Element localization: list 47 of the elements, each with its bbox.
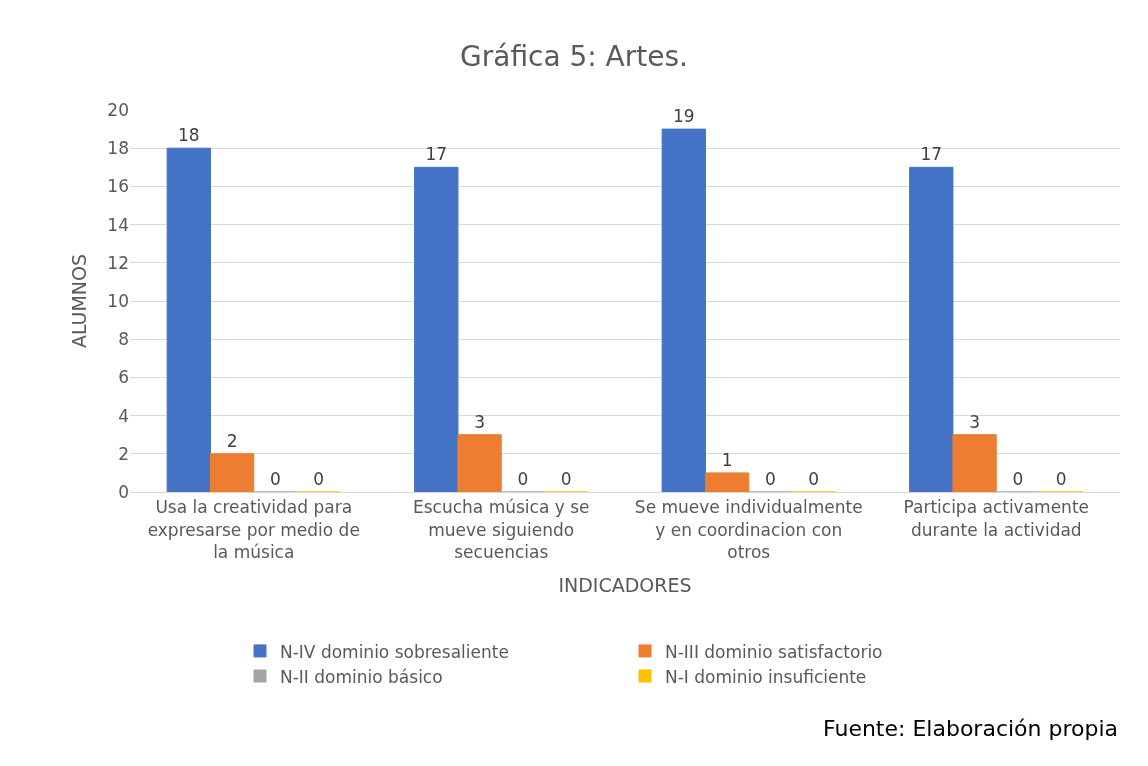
data-label: 0 (808, 469, 820, 489)
x-tick-label: Participa activamente durante la actividad (903, 497, 1090, 540)
x-tick-label: Escucha música y se mueve siguiendo secuencias (412, 497, 590, 562)
chart-title: Gráfica 5: Artes. (460, 39, 688, 73)
data-label: 1 (721, 449, 733, 470)
bar (704, 472, 750, 492)
data-label: 0 (1012, 469, 1024, 489)
data-label: 3 (969, 411, 981, 432)
y-tick-label: 16 (107, 176, 129, 197)
legend-label: N-IV dominio sobresaliente (280, 641, 509, 662)
data-label: 0 (517, 469, 529, 489)
data-label: 0 (560, 469, 572, 489)
y-tick-label: 14 (107, 214, 129, 235)
data-label: 3 (474, 411, 486, 432)
data-label: 0 (1055, 469, 1067, 489)
y-tick-label: 18 (107, 138, 129, 159)
bar (457, 434, 502, 492)
bar (414, 166, 459, 492)
y-tick-label: 20 (107, 99, 129, 120)
legend-label: N-II dominio básico (280, 666, 443, 687)
y-tick-label: 12 (107, 252, 129, 273)
data-label: 18 (177, 125, 200, 146)
y-tick-label: 2 (118, 443, 129, 464)
data-label: 0 (764, 469, 776, 489)
data-label: 17 (920, 144, 943, 165)
bar (209, 453, 255, 492)
data-label: 0 (313, 469, 325, 489)
bar (166, 147, 211, 492)
legend-label: N-I dominio insuficiente (665, 666, 867, 687)
y-tick-label: 6 (118, 367, 129, 388)
y-tick-label: 8 (118, 329, 129, 350)
data-label: 19 (672, 106, 695, 127)
source-note: Fuente: Elaboración propia (823, 716, 1119, 741)
bar (661, 128, 706, 492)
data-label: 17 (425, 144, 448, 165)
y-axis-title: ALUMNOS (68, 253, 91, 349)
data-label: 0 (269, 469, 281, 489)
y-tick-label: 10 (107, 290, 129, 311)
y-tick-label: 0 (118, 481, 129, 502)
x-axis-title: INDICADORES (558, 574, 692, 597)
bar (909, 166, 954, 492)
y-tick-label: 4 (118, 405, 129, 426)
x-tick-label: Usa la creatividad para expresarse por medio de la música (147, 497, 360, 562)
data-label: 2 (226, 430, 238, 451)
x-tick-label: Se mueve individualmente y en coordinacion con otros (634, 497, 863, 562)
legend-label: N-III dominio satisfactorio (665, 641, 883, 662)
bar (952, 434, 997, 492)
